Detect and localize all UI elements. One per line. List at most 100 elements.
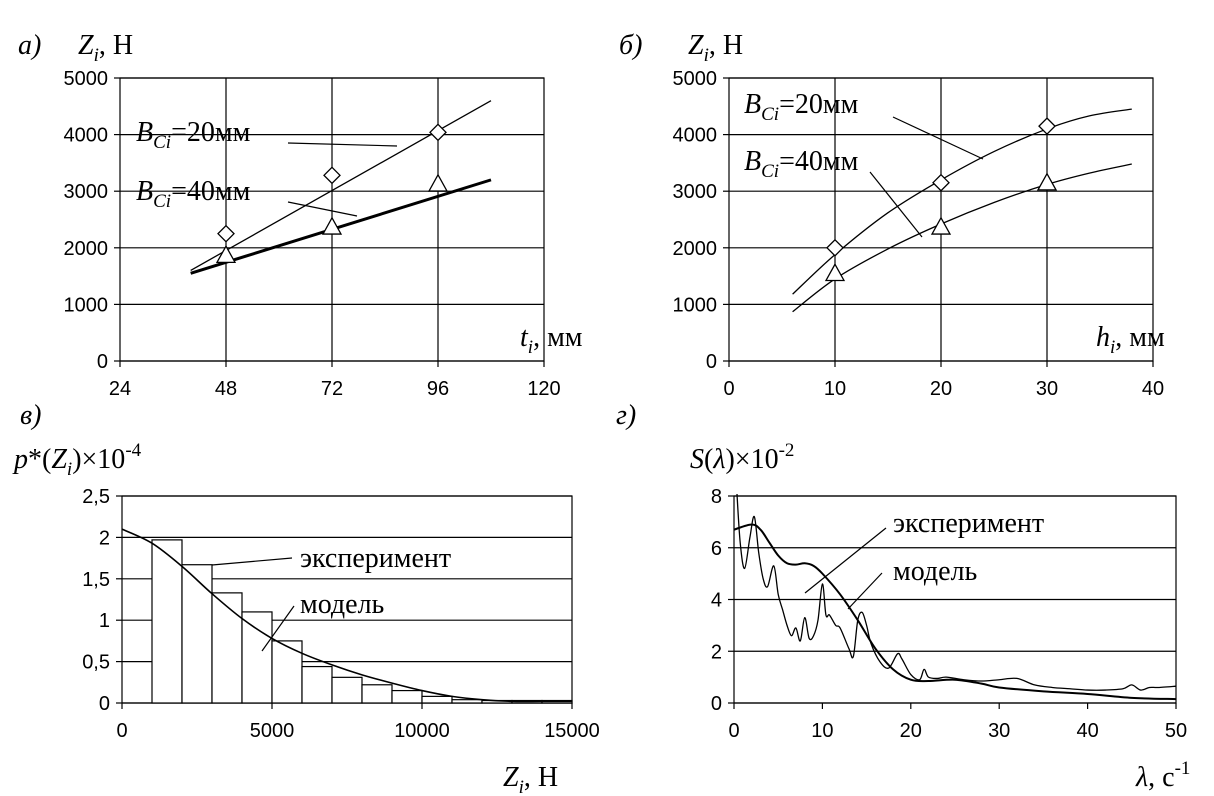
x-tick-label: 72 [321,378,343,400]
x-tick-label: 24 [109,378,131,400]
x-axis-label: hi, мм [1096,322,1165,358]
leader-line [847,572,883,610]
x-tick-label: 30 [1036,378,1058,400]
y-axis-label: p*(Zi)×10-4 [12,440,142,480]
diamond-marker [826,238,844,257]
y-axis-label: S(λ)×10-2 [690,440,794,475]
model-curve [121,528,572,703]
panel-label: в) [20,400,41,431]
y-tick-label: 4000 [673,125,718,147]
y-tick-label: 1 [99,610,110,632]
x-tick-label: 120 [527,378,560,400]
legend-label-model: модель [300,589,384,620]
legend-label-model: модель [893,556,977,587]
y-tick-label: 5000 [673,68,718,90]
x-tick-label: 0 [116,720,127,742]
triangle-marker [824,262,846,282]
histogram-bar [301,665,333,704]
triangle-marker [427,173,449,192]
y-tick-label: 1,5 [82,569,110,591]
triangle-marker [1036,172,1058,191]
fit-line-2 [190,178,492,275]
y-tick-label: 0 [706,351,717,373]
series-annotation: BCi=20мм [136,117,251,153]
y-tick-label: 2000 [64,238,109,260]
leader-line [804,527,887,594]
histogram-bar [211,592,243,704]
histogram-bar [181,564,213,704]
y-tick-label: 0,5 [82,652,110,674]
x-tick-label: 10000 [394,720,450,742]
y-tick-label: 6 [711,538,722,560]
histogram-bar [241,611,273,704]
experiment-series [734,494,1176,701]
y-tick-label: 3000 [673,181,718,203]
leader-line [287,142,398,147]
histogram-bar [421,695,453,704]
y-tick-label: 8 [711,486,722,508]
y-tick-label: 4 [711,590,722,612]
leader-line [211,557,293,566]
legend-label-experiment: эксперимент [893,508,1044,539]
diamond-marker [932,173,950,192]
y-tick-label: 2000 [673,238,718,260]
triangle-marker [215,244,237,264]
x-tick-label: 30 [988,720,1010,742]
diamond-marker [429,123,447,142]
y-tick-label: 2,5 [82,486,110,508]
histogram-bar [391,689,423,704]
y-axis-label: Zi, Н [78,30,133,66]
x-tick-label: 0 [728,720,739,742]
y-tick-label: 1000 [64,294,109,316]
series-annotation: BCi=40мм [744,146,859,182]
legend-label-experiment: эксперимент [300,543,451,574]
y-tick-label: 1000 [673,294,718,316]
x-tick-label: 20 [900,720,922,742]
y-tick-label: 4000 [64,125,109,147]
x-axis-label: λ, с-1 [1135,758,1190,793]
x-tick-label: 10 [811,720,833,742]
x-tick-label: 50 [1165,720,1187,742]
series-annotation: BCi=40мм [136,176,251,212]
x-tick-label: 5000 [250,720,295,742]
triangle-marker [930,216,952,235]
diamond-marker [323,166,341,185]
histogram-bar [151,539,183,704]
panel-label: г) [616,400,636,431]
x-tick-label: 0 [723,378,734,400]
x-tick-label: 10 [824,378,846,400]
x-tick-label: 96 [427,378,449,400]
histogram-bar [361,684,393,704]
x-tick-label: 40 [1142,378,1164,400]
y-tick-label: 2 [99,527,110,549]
y-tick-label: 0 [97,351,108,373]
leader-line [892,116,984,160]
y-tick-label: 2 [711,641,722,663]
experiment-curve [736,494,1176,691]
x-axis-label: ti, мм [520,322,583,358]
leader-line [261,605,295,652]
y-tick-label: 5000 [64,68,109,90]
histogram-bar [331,676,363,704]
leader-line [287,201,358,217]
x-tick-label: 40 [1076,720,1098,742]
model-curve [734,523,1176,701]
x-axis-label: Zi, Н [503,762,558,796]
y-axis-label: Zi, Н [688,30,743,66]
series-annotation: BCi=20мм [744,89,859,125]
triangle-marker [321,216,343,235]
diamond-marker [217,224,235,243]
x-tick-label: 48 [215,378,237,400]
x-tick-label: 15000 [544,720,600,742]
diamond-marker [1038,117,1056,136]
leader-line [869,171,923,238]
y-tick-label: 3000 [64,181,109,203]
plot-area-a: 0 1000 2000 3000 4000 5000 24 48 72 96 120 а) Zi, Н B… [18,30,583,400]
y-tick-label: 0 [711,693,722,715]
panel-label: б) [619,30,642,61]
x-tick-label: 20 [930,378,952,400]
y-tick-label: 0 [99,693,110,715]
plot-area-d: 0 2 4 6 8 0 10 20 30 40 50 г) S(λ)×10-2 эксперимент мо… [616,400,1190,793]
